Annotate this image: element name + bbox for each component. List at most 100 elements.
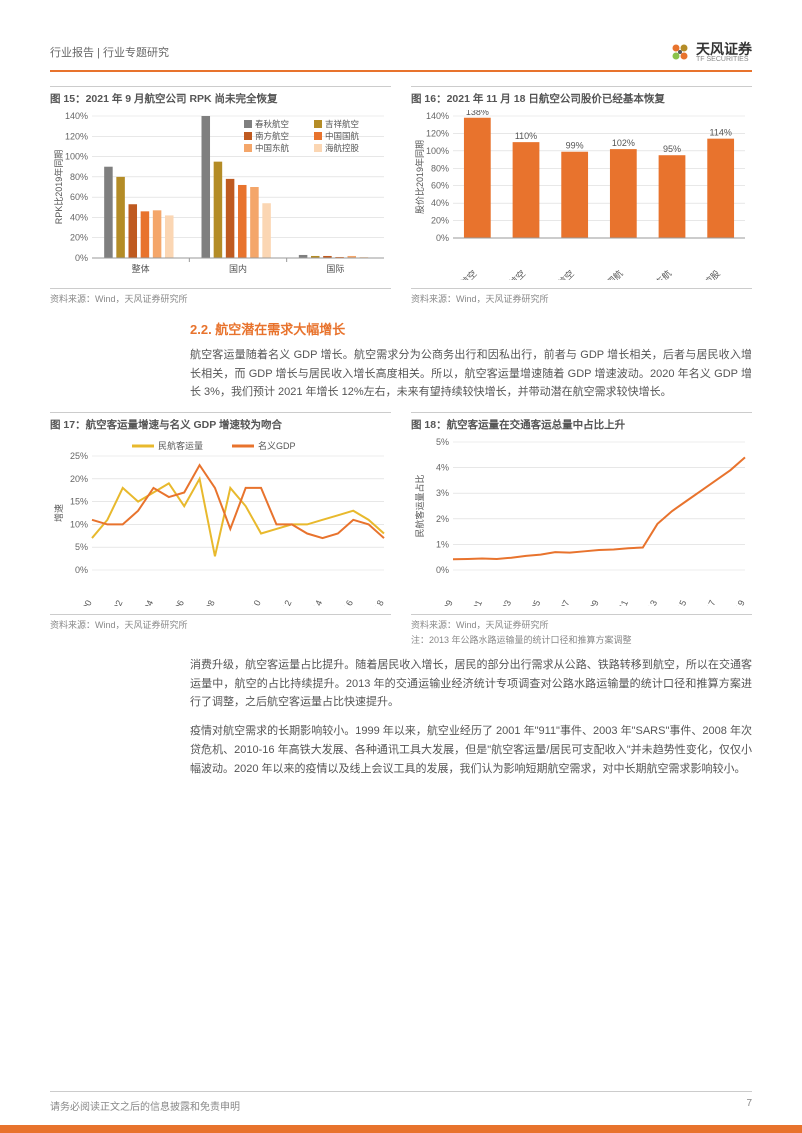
tf-logo-icon: [668, 40, 692, 64]
svg-text:100%: 100%: [65, 152, 88, 162]
svg-text:股价比2019年同期: 股价比2019年同期: [414, 140, 425, 214]
svg-text:114%: 114%: [709, 128, 731, 138]
svg-text:2012: 2012: [276, 599, 294, 606]
svg-text:2004: 2004: [138, 599, 156, 606]
footer-accent-bar: [0, 1125, 802, 1133]
chart-17: 图 17：航空客运量增速与名义 GDP 增速较为吻合 0% 5% 10% 15% 20%…: [50, 412, 391, 646]
svg-text:2007: 2007: [554, 599, 572, 606]
svg-text:140%: 140%: [426, 111, 449, 121]
svg-text:民航客运量: 民航客运量: [158, 440, 203, 451]
svg-text:春秋航空: 春秋航空: [446, 268, 479, 280]
svg-text:3%: 3%: [436, 488, 449, 498]
svg-text:60%: 60%: [431, 181, 449, 191]
chart-17-source: 资料来源：Wind，天风证券研究所: [50, 614, 391, 631]
svg-text:国际: 国际: [326, 264, 344, 274]
svg-text:0%: 0%: [75, 253, 88, 263]
svg-text:40%: 40%: [70, 212, 88, 222]
svg-text:海航控股: 海航控股: [689, 268, 722, 280]
svg-text:名义GDP: 名义GDP: [258, 440, 296, 451]
breadcrumb: 行业报告 | 行业专题研究: [50, 44, 169, 60]
svg-text:5%: 5%: [75, 542, 88, 552]
svg-text:春秋航空: 春秋航空: [255, 119, 289, 129]
svg-text:20%: 20%: [70, 474, 88, 484]
svg-text:2010: 2010: [245, 599, 263, 606]
svg-text:增速: 增速: [53, 504, 64, 522]
brand-logo: 天风证券 TF SECURITIES: [668, 40, 752, 64]
svg-text:120%: 120%: [65, 131, 88, 141]
svg-text:2013: 2013: [642, 599, 660, 606]
svg-text:2009: 2009: [583, 599, 601, 606]
svg-text:1%: 1%: [436, 539, 449, 549]
svg-text:民航客运量占比: 民航客运量占比: [414, 475, 425, 538]
svg-text:2000: 2000: [76, 599, 94, 606]
svg-text:25%: 25%: [70, 451, 88, 461]
svg-text:2019: 2019: [729, 599, 747, 606]
svg-text:100%: 100%: [426, 146, 449, 156]
svg-text:2014: 2014: [307, 599, 325, 606]
chart-18: 图 18：航空客运量在交通客运总量中占比上升 0%1%2%3%4%5%民航客运量…: [411, 412, 752, 646]
footer-page-number: 7: [746, 1098, 752, 1113]
svg-text:99%: 99%: [566, 141, 584, 151]
svg-text:南方航空: 南方航空: [255, 131, 289, 141]
svg-text:4%: 4%: [436, 463, 449, 473]
brand-name-en: TF SECURITIES: [696, 56, 752, 63]
svg-text:2011: 2011: [613, 599, 630, 606]
svg-text:95%: 95%: [663, 144, 681, 154]
svg-text:2018: 2018: [368, 599, 386, 606]
svg-text:0%: 0%: [75, 565, 88, 575]
svg-text:中国国航: 中国国航: [592, 268, 625, 280]
svg-text:2015: 2015: [671, 599, 689, 606]
chart-15-title: 图 15：2021 年 9 月航空公司 RPK 尚未完全恢复: [50, 86, 391, 106]
svg-text:140%: 140%: [65, 111, 88, 121]
chart-15-source: 资料来源：Wind，天风证券研究所: [50, 288, 391, 305]
paragraph-2: 消费升级，航空客运量占比提升。随着居民收入增长，居民的部分出行需求从公路、铁路转…: [190, 656, 752, 712]
svg-text:0%: 0%: [436, 233, 449, 243]
brand-name-cn: 天风证券: [696, 42, 752, 56]
svg-text:60%: 60%: [70, 192, 88, 202]
svg-text:2016: 2016: [338, 599, 356, 606]
svg-text:2002: 2002: [107, 599, 125, 606]
svg-text:10%: 10%: [70, 519, 88, 529]
section-heading: 2.2. 航空潜在需求大幅增长: [190, 319, 752, 338]
paragraph-3: 疫情对航空需求的长期影响较小。1999 年以来，航空业经历了 2001 年"91…: [190, 722, 752, 778]
svg-text:80%: 80%: [70, 172, 88, 182]
chart-16: 图 16：2021 年 11 月 18 日航空公司股价已经基本恢复 0% 20% 4…: [411, 86, 752, 305]
svg-text:120%: 120%: [426, 128, 449, 138]
chart-17-title: 图 17：航空客运量增速与名义 GDP 增速较为吻合: [50, 412, 391, 432]
svg-text:中国东航: 中国东航: [640, 268, 673, 280]
svg-text:2005: 2005: [525, 599, 543, 606]
svg-text:80%: 80%: [431, 163, 449, 173]
chart-16-title: 图 16：2021 年 11 月 18 日航空公司股价已经基本恢复: [411, 86, 752, 106]
svg-text:2001: 2001: [466, 599, 484, 606]
svg-text:0%: 0%: [436, 565, 449, 575]
svg-text:40%: 40%: [431, 198, 449, 208]
svg-text:吉祥航空: 吉祥航空: [494, 268, 527, 280]
svg-text:南方航空: 南方航空: [543, 268, 576, 280]
svg-text:RPK比2019年同期: RPK比2019年同期: [53, 150, 64, 225]
svg-text:2%: 2%: [436, 514, 449, 524]
page-footer: 请务必阅读正文之后的信息披露和免责申明 7: [50, 1091, 752, 1113]
paragraph-1: 航空客运量随着名义 GDP 增长。航空需求分为公商务出行和因私出行，前者与 GD…: [190, 346, 752, 402]
svg-text:整体: 整体: [132, 263, 150, 274]
svg-text:20%: 20%: [70, 233, 88, 243]
page-header: 行业报告 | 行业专题研究 天风证券 TF SECURITIES: [50, 40, 752, 72]
svg-text:2006: 2006: [168, 599, 186, 606]
chart-15: 图 15：2021 年 9 月航空公司 RPK 尚未完全恢复 0% 20% 40% 6…: [50, 86, 391, 305]
svg-text:国内: 国内: [229, 263, 247, 274]
svg-text:2017: 2017: [700, 599, 718, 606]
svg-text:2003: 2003: [496, 599, 514, 606]
chart-18-source: 资料来源：Wind，天风证券研究所: [411, 614, 752, 631]
svg-text:海航控股: 海航控股: [325, 143, 360, 153]
svg-text:138%: 138%: [466, 110, 489, 117]
svg-text:2008: 2008: [199, 599, 217, 606]
footer-disclaimer: 请务必阅读正文之后的信息披露和免责申明: [50, 1098, 240, 1113]
svg-text:1999: 1999: [437, 599, 455, 606]
svg-text:110%: 110%: [515, 131, 537, 141]
svg-text:15%: 15%: [70, 497, 88, 507]
svg-text:中国国航: 中国国航: [325, 131, 360, 141]
chart-16-source: 资料来源：Wind，天风证券研究所: [411, 288, 752, 305]
svg-text:20%: 20%: [431, 216, 449, 226]
chart-18-note: 注：2013 年公路水路运输量的统计口径和推算方案调整: [411, 633, 752, 646]
svg-text:102%: 102%: [612, 138, 635, 148]
svg-text:5%: 5%: [436, 437, 449, 447]
